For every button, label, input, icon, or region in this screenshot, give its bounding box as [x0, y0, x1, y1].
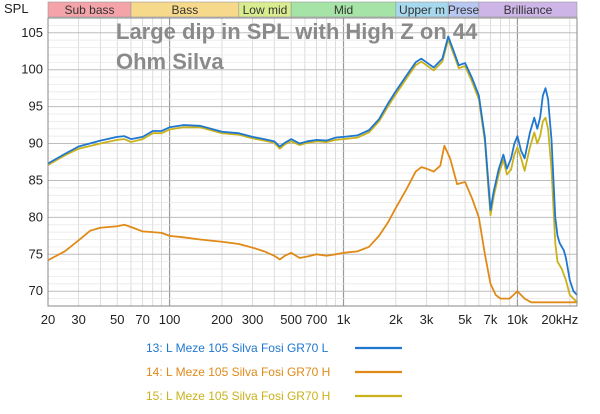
chart-title-line-2: Ohm Silva: [116, 49, 224, 74]
x-tick-labels: 20 30 50 70 100 200 300 500 700 1k 2k 3k 5k 7k 10k 20kH…: [41, 312, 578, 327]
x-tick-label: 50: [110, 312, 124, 327]
y-tick-label: 80: [29, 209, 43, 224]
band-label-upper-m: Upper m: [399, 3, 445, 17]
frequency-bands: Sub bass Bass Low mid Mid Upper m Prese Brilli…: [47, 1, 578, 18]
series-line-3: [48, 38, 577, 303]
x-tick-label: 20kHz: [541, 312, 578, 327]
x-tick-label: 1k: [337, 312, 351, 327]
x-tick-label: 70: [135, 312, 149, 327]
x-tick-label: 3k: [420, 312, 434, 327]
x-tick-label: 2k: [389, 312, 403, 327]
plot-area: [48, 18, 577, 306]
legend-item-label: 14: L Meze 105 Silva Fosi GR70 H: [146, 365, 330, 379]
legend: 13: L Meze 105 Silva Fosi GR70 L 14: L Me…: [146, 341, 402, 403]
band-label-bass: Bass: [172, 3, 199, 17]
band-label-brilliance: Brilliance: [504, 3, 553, 17]
legend-item-label: 15: L Meze 105 Silva Fosi GR70 H: [146, 389, 330, 403]
y-tick-label: 95: [29, 99, 43, 114]
y-tick-label: 85: [29, 172, 43, 187]
y-tick-label: 75: [29, 246, 43, 261]
series-lines: [48, 35, 577, 304]
band-label-sub-bass: Sub bass: [64, 3, 114, 17]
legend-item-label: 13: L Meze 105 Silva Fosi GR70 L: [146, 341, 329, 355]
x-tick-label: 700: [306, 312, 328, 327]
x-tick-label: 30: [71, 312, 85, 327]
series-line-1: [48, 35, 577, 296]
x-tick-label: 20: [41, 312, 55, 327]
y-tick-labels: 70 75 80 85 90 95 100 105: [21, 25, 43, 298]
band-label-mid: Mid: [334, 3, 353, 17]
x-tick-label: 500: [280, 312, 302, 327]
x-tick-label: 10k: [507, 312, 528, 327]
x-tick-label: 300: [242, 312, 264, 327]
y-tick-label: 70: [29, 283, 43, 298]
y-axis-label: SPL: [4, 1, 29, 16]
x-tick-label: 200: [211, 312, 233, 327]
series-line-2: [48, 144, 577, 304]
chart-title-line-1: Large dip in SPL with High Z on 44: [116, 19, 478, 44]
grid: [48, 17, 577, 307]
y-tick-label: 90: [29, 136, 43, 151]
y-tick-label: 100: [21, 62, 43, 77]
x-tick-label: 7k: [484, 312, 498, 327]
x-tick-label: 100: [159, 312, 181, 327]
band-brilliance: [478, 1, 578, 18]
band-label-low-mid: Low mid: [243, 3, 288, 17]
y-tick-label: 105: [21, 25, 43, 40]
x-tick-label: 5k: [458, 312, 472, 327]
band-label-prese: Prese: [448, 3, 480, 17]
plot-frame: [47, 17, 578, 307]
